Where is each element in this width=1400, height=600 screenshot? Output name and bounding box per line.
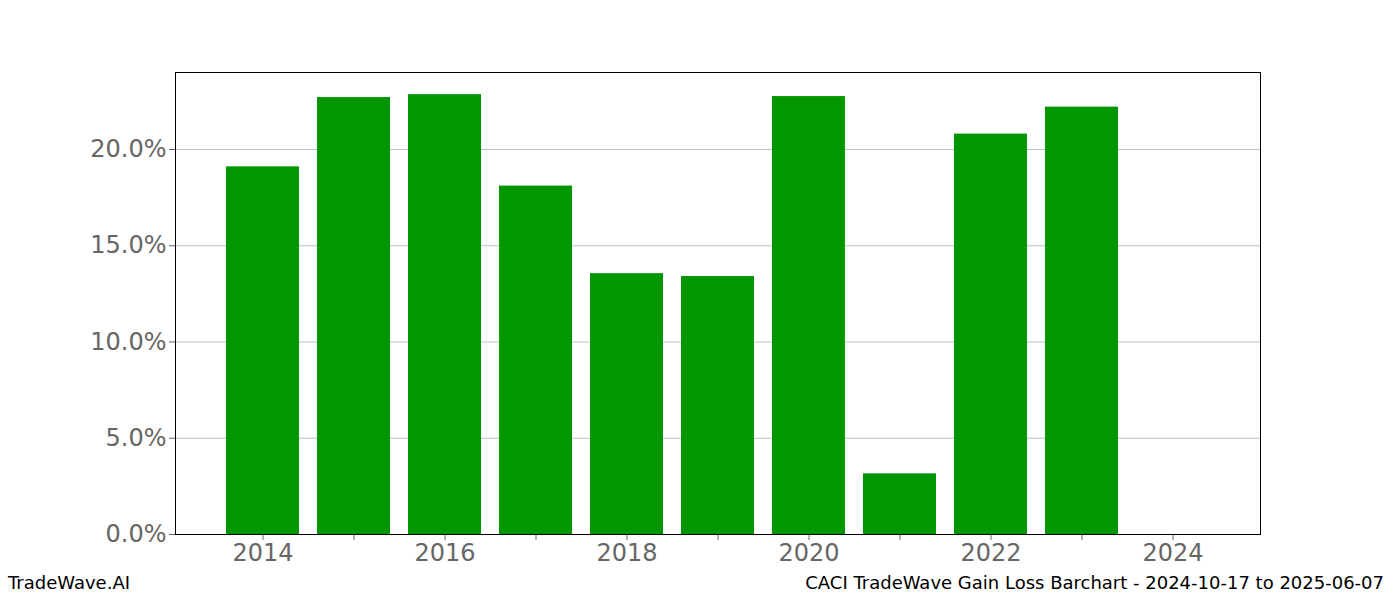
- svg-text:10.0%: 10.0%: [90, 328, 166, 356]
- svg-text:2024: 2024: [1142, 539, 1203, 566]
- svg-text:2018: 2018: [596, 539, 657, 566]
- svg-text:2016: 2016: [414, 539, 475, 566]
- svg-text:2020: 2020: [778, 539, 839, 566]
- svg-text:20.0%: 20.0%: [90, 135, 166, 163]
- svg-text:5.0%: 5.0%: [106, 424, 167, 452]
- svg-text:2014: 2014: [232, 539, 293, 566]
- svg-text:0.0%: 0.0%: [106, 520, 167, 548]
- html-text:CACI TradeWave Gain Loss Barch: CACI TradeWave Gain Loss Barchart - 2024…: [805, 572, 1384, 593]
- svg-text:15.0%: 15.0%: [90, 231, 166, 259]
- svg-text:2022: 2022: [960, 539, 1021, 566]
- html-text:TradeWave.AI: TradeWave.AI: [8, 572, 130, 593]
